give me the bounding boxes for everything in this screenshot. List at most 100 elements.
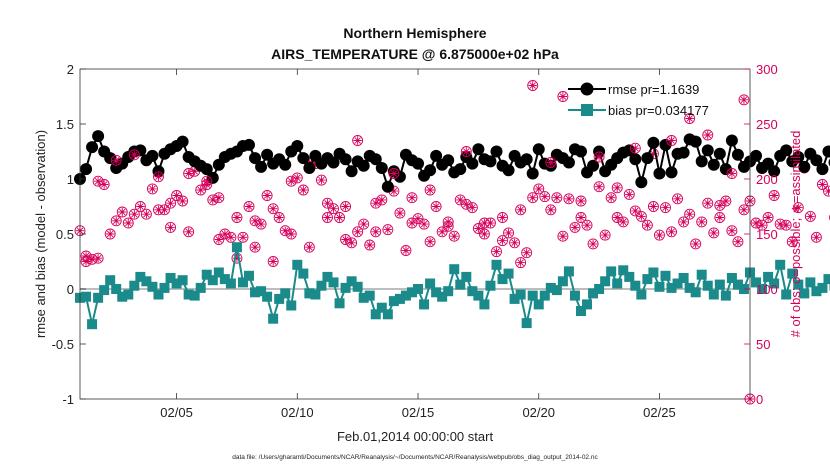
obs-assimilated-star xyxy=(812,233,821,242)
obs-possible-point xyxy=(521,247,533,259)
obs-possible-circle xyxy=(738,204,750,216)
obs-marker-overlay xyxy=(527,80,539,91)
obs-assimilated-star xyxy=(317,175,326,185)
bias-point xyxy=(527,290,538,301)
obs-possible-point xyxy=(527,192,539,204)
obs-possible-point xyxy=(666,226,677,238)
bias-point xyxy=(521,318,532,329)
bias-point xyxy=(105,275,116,286)
obs-overlay-star xyxy=(443,222,453,231)
obs-overlay-circle xyxy=(593,151,605,163)
rmse-point xyxy=(80,163,93,176)
obs-overlay-star xyxy=(498,213,507,222)
obs-marker-overlay xyxy=(666,135,677,146)
obs-possible-point xyxy=(702,197,714,209)
obs-overlay-circle xyxy=(370,226,382,238)
obs-assimilated-star xyxy=(480,229,489,239)
obs-marker-overlay xyxy=(497,212,508,223)
obs-assimilated-star xyxy=(136,202,145,211)
bias-point xyxy=(364,290,375,301)
obs-possible-point xyxy=(249,215,261,227)
bias-point xyxy=(708,289,719,300)
obs-assimilated-star xyxy=(208,195,217,205)
obs-possible-circle xyxy=(279,225,291,237)
obs-possible-point xyxy=(503,227,515,239)
right-tick-label: 50 xyxy=(756,337,770,352)
obs-assimilated-star xyxy=(323,199,332,208)
obs-possible-circle xyxy=(491,246,502,258)
obs-overlay-circle xyxy=(575,212,587,223)
rmse-point xyxy=(249,152,262,165)
obs-possible-circle xyxy=(207,194,219,206)
obs-marker-overlay xyxy=(285,228,297,240)
rmse-point xyxy=(587,159,600,172)
obs-marker-overlay xyxy=(153,171,164,183)
obs-possible-circle xyxy=(623,188,635,200)
bias-point xyxy=(539,290,550,301)
obs-possible-circle xyxy=(400,245,412,256)
obs-assimilated-star xyxy=(637,212,646,221)
bias-point xyxy=(213,267,224,278)
rmse-point xyxy=(484,155,497,168)
rmse-point xyxy=(822,145,830,158)
obs-assimilated-star xyxy=(172,191,181,200)
obs-assimilated-star xyxy=(99,180,109,189)
obs-possible-circle xyxy=(122,217,134,229)
bias-point xyxy=(171,278,182,289)
obs-marker-overlay xyxy=(738,94,750,106)
obs-possible-circle xyxy=(322,197,333,209)
rmse-point xyxy=(261,148,274,161)
obs-possible-circle xyxy=(786,236,798,248)
obs-possible-point xyxy=(756,219,768,231)
bias-point xyxy=(563,266,574,277)
obs-possible-circle xyxy=(539,191,551,203)
obs-possible-point xyxy=(515,257,527,269)
obs-overlay-star xyxy=(425,185,435,195)
obs-possible-circle xyxy=(684,208,696,220)
obs-possible-point xyxy=(122,217,134,229)
obs-overlay-star xyxy=(703,130,712,140)
obs-possible-point xyxy=(297,184,309,196)
obs-possible-circle xyxy=(460,198,472,210)
obs-assimilated-star xyxy=(437,227,447,236)
obs-assimilated-star xyxy=(474,224,483,233)
obs-possible-point xyxy=(171,190,183,201)
obs-possible-circle xyxy=(569,221,581,233)
obs-assimilated-star xyxy=(794,203,803,212)
obs-possible-circle xyxy=(195,184,207,196)
chart-title-line-1: Northern Hemisphere xyxy=(343,25,486,41)
rmse-point xyxy=(176,135,189,148)
obs-possible-point xyxy=(400,245,412,256)
obs-marker-overlay xyxy=(201,175,213,187)
obs-assimilated-star xyxy=(401,246,411,255)
obs-assimilated-star xyxy=(606,193,616,202)
obs-assimilated-star xyxy=(818,180,827,189)
bias-point xyxy=(346,276,357,287)
obs-overlay-circle xyxy=(267,256,279,267)
obs-possible-circle xyxy=(291,172,303,184)
obs-assimilated-star xyxy=(226,233,236,242)
obs-assimilated-star xyxy=(383,225,393,234)
obs-possible-point xyxy=(569,221,581,233)
rmse-point xyxy=(255,160,268,173)
obs-possible-point xyxy=(140,208,152,220)
obs-possible-circle xyxy=(551,192,563,204)
obs-marker-overlay xyxy=(92,175,104,187)
rmse-point xyxy=(701,144,714,157)
obs-assimilated-star xyxy=(721,196,731,206)
obs-overlay-star xyxy=(685,114,694,123)
bias-point xyxy=(630,280,641,291)
bias-point xyxy=(624,271,635,282)
left-tick-label: 1 xyxy=(67,172,74,187)
obs-possible-circle xyxy=(418,218,430,230)
bias-point xyxy=(117,291,128,302)
bias-point xyxy=(787,268,798,279)
obs-possible-point xyxy=(780,219,792,231)
data-file-footnote: data file: /Users/gharamti/Documents/NCA… xyxy=(232,454,598,461)
obs-possible-circle xyxy=(430,201,442,212)
obs-overlay-star xyxy=(389,169,399,178)
obs-overlay-star xyxy=(184,227,193,236)
obs-possible-circle xyxy=(376,194,388,206)
obs-possible-point xyxy=(816,179,828,190)
legend-rmse-marker xyxy=(580,82,594,96)
